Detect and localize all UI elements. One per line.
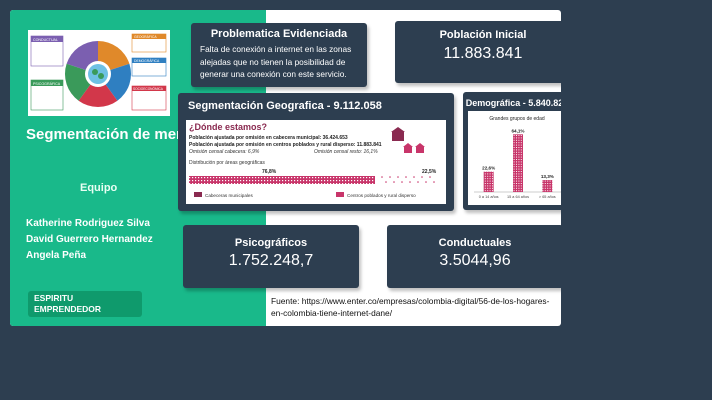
conductuales-title: Conductuales bbox=[438, 237, 512, 249]
centros-bar-dots bbox=[381, 176, 435, 183]
pct-cabecera: 76,8% bbox=[262, 169, 277, 175]
legend-cabecera-swatch bbox=[194, 192, 202, 197]
poblacion-card: Población Inicial 11.883.841 bbox=[395, 21, 561, 83]
omision-cabecera: Omisión censal cabecera: 6,9% bbox=[189, 149, 260, 155]
geografica-title: Segmentación Geografica - 9.112.058 bbox=[188, 100, 382, 112]
age-category-0: 0 a 14 años bbox=[479, 195, 499, 199]
legend-cabecera: Cabeceras municipales bbox=[205, 193, 253, 198]
donde-estamos-heading: ¿Dónde estamos? bbox=[189, 122, 267, 132]
geografica-card: Segmentación Geografica - 9.112.058 ¿Dón… bbox=[178, 93, 454, 211]
age-bar-label-1: 64,1% bbox=[511, 128, 524, 133]
team-member: Katherine Rodriguez Silva bbox=[26, 218, 150, 229]
cabecera-bar bbox=[189, 176, 375, 184]
age-category-2: > 65 años bbox=[539, 195, 556, 199]
age-category-1: 15 a 64 años bbox=[507, 195, 529, 199]
age-bar-label-2: 13,3% bbox=[541, 174, 554, 179]
segmentation-diagram-thumbnail: CONDUCTUAL PSICOGRÁFICA GEOGRÁFICA DEMOG… bbox=[28, 30, 170, 116]
age-bar-1 bbox=[513, 134, 523, 192]
espiritu-emprendedor-badge: ESPIRITU EMPRENDEDOR bbox=[28, 291, 142, 317]
age-bar-0 bbox=[483, 171, 494, 192]
legend-centros: Centros poblados y rural disperso bbox=[347, 193, 416, 198]
poblacion-title: Población Inicial bbox=[439, 29, 527, 41]
problematica-text: Falta de conexión a internet en las zona… bbox=[200, 44, 352, 79]
problematica-title: Problematica Evidenciada bbox=[210, 28, 348, 40]
segmentation-title: Segmentación de mercado bbox=[26, 126, 217, 143]
team-label: Equipo bbox=[80, 182, 118, 194]
problematica-card: Problematica Evidenciada Falta de conexi… bbox=[191, 23, 367, 87]
legend-centros-swatch bbox=[336, 192, 344, 197]
psicograficos-value: 1.752.248,7 bbox=[228, 252, 314, 269]
age-bar-label-0: 22,6% bbox=[482, 166, 495, 171]
thumb-label-geografica: GEOGRÁFICA bbox=[134, 35, 157, 39]
omision-resto: Omisión censal resto: 16,1% bbox=[314, 149, 378, 155]
distribucion-label: Distribución por áreas geográficas bbox=[189, 160, 265, 166]
thumb-label-demografica: DEMOGRÁFICA bbox=[134, 59, 160, 63]
psicograficos-title: Psicográficos bbox=[234, 237, 308, 249]
team-member: Angela Peña bbox=[26, 250, 87, 261]
thumb-label-psicografica: PSICOGRÁFICA bbox=[33, 82, 61, 86]
psicograficos-card: Psicográficos 1.752.248,7 bbox=[183, 225, 359, 288]
conductuales-value: 3.5044,96 bbox=[439, 252, 511, 269]
poblacion-cabecera-line: Población ajustada por omisión en cabece… bbox=[189, 135, 348, 141]
poblacion-value: 11.883.841 bbox=[443, 45, 523, 62]
chart-title: Grandes grupos de edad bbox=[489, 116, 545, 122]
poblacion-centros-line: Población ajustada por omisión en centro… bbox=[189, 142, 382, 148]
source-citation: Fuente: https://www.enter.co/empresas/co… bbox=[271, 296, 550, 318]
team-members: Katherine Rodriguez Silva David Guerrero… bbox=[26, 216, 153, 264]
houses-icon bbox=[403, 143, 425, 153]
conductuales-card: Conductuales 3.5044,96 bbox=[387, 225, 561, 288]
demografica-title: Demográfica - 5.840.829 bbox=[465, 98, 561, 108]
thumb-label-conductual: CONDUCTUAL bbox=[33, 38, 58, 42]
geografica-infographic: ¿Dónde estamos? Población ajustada por o… bbox=[186, 120, 446, 204]
building-icon bbox=[391, 127, 405, 141]
demografica-card: Demográfica - 5.840.829 Grandes grupos d… bbox=[463, 92, 561, 210]
slide: CONDUCTUAL PSICOGRÁFICA GEOGRÁFICA DEMOG… bbox=[10, 10, 561, 326]
thumb-label-socioeconomica: SOCIOECONÓMICA bbox=[133, 86, 164, 91]
team-member: David Guerrero Hernandez bbox=[26, 234, 153, 245]
age-bar-2 bbox=[542, 180, 553, 192]
age-groups-chart: Grandes grupos de edad 22,6% 0 a 14 años 6… bbox=[468, 111, 561, 205]
pct-centros: 22,5% bbox=[422, 169, 437, 175]
